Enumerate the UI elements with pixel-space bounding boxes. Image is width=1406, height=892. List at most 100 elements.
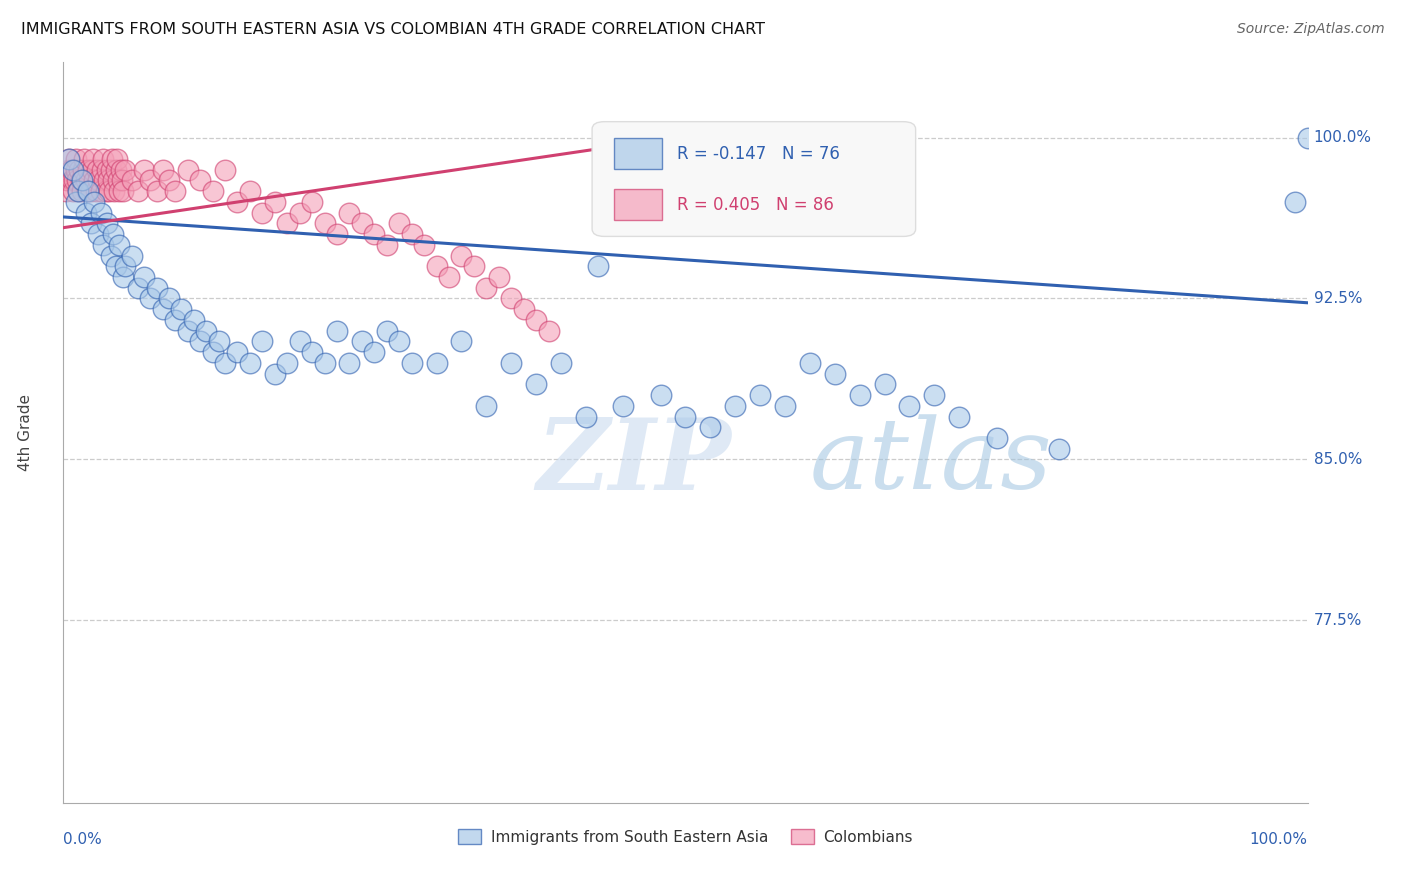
- Point: [60, 173, 83, 187]
- Point: [488, 270, 510, 285]
- Point: [65, 194, 87, 209]
- Point: [152, 162, 174, 177]
- Point: [58, 152, 80, 166]
- Point: [59, 162, 82, 177]
- Point: [134, 270, 156, 285]
- Point: [100, 249, 122, 263]
- Point: [524, 313, 547, 327]
- Text: R = -0.147   N = 76: R = -0.147 N = 76: [676, 145, 839, 162]
- Point: [314, 216, 336, 230]
- Point: [401, 227, 423, 241]
- Point: [675, 409, 697, 424]
- Point: [183, 313, 205, 327]
- Point: [97, 173, 120, 187]
- Point: [145, 184, 167, 198]
- Point: [550, 356, 572, 370]
- Point: [70, 173, 93, 187]
- Point: [450, 249, 472, 263]
- Point: [537, 324, 560, 338]
- Point: [65, 162, 87, 177]
- Point: [226, 194, 249, 209]
- Point: [101, 227, 124, 241]
- Point: [104, 162, 127, 177]
- Text: 4th Grade: 4th Grade: [18, 394, 34, 471]
- Point: [1296, 130, 1319, 145]
- Point: [134, 162, 156, 177]
- Point: [339, 205, 361, 219]
- Point: [201, 184, 224, 198]
- Point: [107, 173, 129, 187]
- Point: [350, 334, 373, 349]
- Point: [475, 281, 498, 295]
- Point: [121, 173, 143, 187]
- Text: 100.0%: 100.0%: [1250, 832, 1308, 847]
- Point: [114, 162, 136, 177]
- Point: [314, 356, 336, 370]
- Point: [363, 227, 385, 241]
- Point: [165, 184, 187, 198]
- Point: [588, 260, 610, 274]
- Point: [62, 162, 84, 177]
- Point: [437, 270, 460, 285]
- Point: [66, 173, 89, 187]
- Point: [108, 184, 131, 198]
- Point: [70, 184, 93, 198]
- Text: 0.0%: 0.0%: [63, 832, 103, 847]
- Point: [239, 184, 262, 198]
- Point: [501, 292, 523, 306]
- Point: [873, 377, 896, 392]
- Point: [91, 152, 114, 166]
- Point: [214, 162, 236, 177]
- Point: [773, 399, 796, 413]
- Point: [75, 205, 97, 219]
- Point: [82, 152, 104, 166]
- Point: [948, 409, 970, 424]
- Point: [114, 260, 136, 274]
- Point: [848, 388, 870, 402]
- Point: [76, 184, 98, 198]
- Point: [101, 173, 124, 187]
- Point: [104, 260, 127, 274]
- Point: [986, 431, 1008, 445]
- Point: [350, 216, 373, 230]
- Point: [463, 260, 485, 274]
- Point: [83, 173, 105, 187]
- Point: [79, 173, 101, 187]
- Point: [252, 205, 274, 219]
- Point: [650, 388, 672, 402]
- Point: [73, 152, 96, 166]
- Point: [188, 334, 211, 349]
- Point: [65, 152, 87, 166]
- Point: [111, 184, 134, 198]
- Point: [110, 162, 132, 177]
- Point: [165, 313, 187, 327]
- Point: [84, 184, 107, 198]
- FancyBboxPatch shape: [614, 138, 662, 169]
- Text: R = 0.405   N = 86: R = 0.405 N = 86: [676, 195, 834, 213]
- Point: [512, 302, 534, 317]
- Point: [226, 345, 249, 359]
- Point: [77, 162, 100, 177]
- Point: [67, 184, 90, 198]
- Point: [898, 399, 921, 413]
- Point: [90, 205, 112, 219]
- Point: [79, 216, 101, 230]
- Point: [152, 302, 174, 317]
- Point: [288, 205, 311, 219]
- Text: 85.0%: 85.0%: [1313, 452, 1362, 467]
- Point: [127, 281, 149, 295]
- Point: [375, 324, 398, 338]
- Legend: Immigrants from South Eastern Asia, Colombians: Immigrants from South Eastern Asia, Colo…: [453, 822, 918, 851]
- Point: [252, 334, 274, 349]
- Point: [79, 184, 101, 198]
- Point: [363, 345, 385, 359]
- Point: [72, 162, 94, 177]
- Point: [69, 162, 91, 177]
- Point: [575, 409, 598, 424]
- Point: [157, 173, 180, 187]
- Point: [93, 173, 115, 187]
- Text: 92.5%: 92.5%: [1313, 291, 1362, 306]
- Point: [139, 173, 162, 187]
- Point: [799, 356, 821, 370]
- Point: [612, 399, 634, 413]
